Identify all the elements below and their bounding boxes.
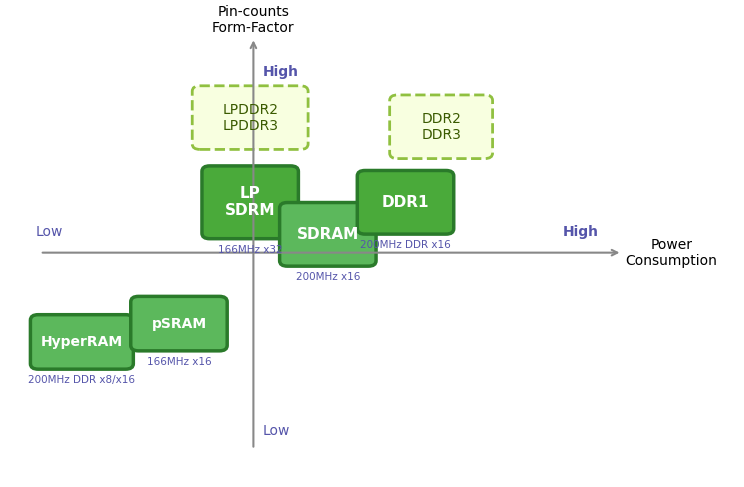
Text: LP
SDRM: LP SDRM <box>225 186 275 219</box>
FancyBboxPatch shape <box>280 203 376 266</box>
Text: High: High <box>562 225 598 239</box>
Text: Pin-counts
Form-Factor: Pin-counts Form-Factor <box>212 5 295 35</box>
Text: Low: Low <box>263 424 290 438</box>
FancyBboxPatch shape <box>131 297 227 351</box>
Text: LPDDR2
LPDDR3: LPDDR2 LPDDR3 <box>222 102 278 133</box>
Text: 166MHz x32: 166MHz x32 <box>218 244 283 255</box>
Text: 200MHz DDR x8/x16: 200MHz DDR x8/x16 <box>28 375 135 385</box>
Text: Power
Consumption: Power Consumption <box>626 238 717 268</box>
FancyBboxPatch shape <box>357 170 454 234</box>
Text: SDRAM: SDRAM <box>297 227 359 242</box>
FancyBboxPatch shape <box>192 86 308 150</box>
Text: HyperRAM: HyperRAM <box>41 335 123 349</box>
FancyBboxPatch shape <box>202 166 298 239</box>
Text: DDR1: DDR1 <box>382 195 429 210</box>
Text: 200MHz DDR x16: 200MHz DDR x16 <box>360 240 451 250</box>
Text: 166MHz x16: 166MHz x16 <box>147 357 211 367</box>
FancyBboxPatch shape <box>390 95 493 159</box>
Text: Low: Low <box>36 225 63 239</box>
Text: High: High <box>263 65 299 79</box>
Text: 200MHz x16: 200MHz x16 <box>295 272 360 282</box>
Text: pSRAM: pSRAM <box>152 317 207 331</box>
Text: DDR2
DDR3: DDR2 DDR3 <box>421 112 461 142</box>
FancyBboxPatch shape <box>31 315 133 369</box>
